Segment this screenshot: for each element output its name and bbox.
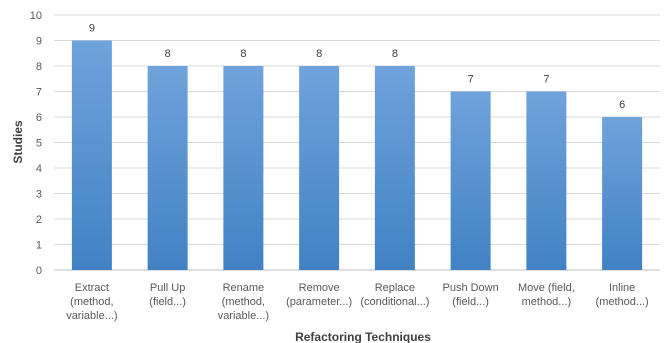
bar (147, 66, 188, 270)
bar (450, 91, 491, 270)
bar (299, 66, 340, 270)
y-axis-tick-labels: 0 1 2 3 4 5 6 7 8 9 10 (30, 10, 42, 277)
bars (71, 40, 643, 270)
y-tick-label: 3 (36, 189, 42, 201)
y-tick-label: 8 (36, 61, 42, 73)
y-tick-label: 0 (36, 265, 42, 277)
x-axis-category-labels: Extract (method, variable...) Pull Up (field… (66, 282, 649, 322)
y-tick-label: 10 (30, 10, 42, 22)
y-tick-label: 6 (36, 112, 42, 124)
bar-value-label: 8 (392, 48, 398, 60)
bar (374, 66, 415, 270)
x-category-label: Inline (method...) (596, 282, 649, 308)
y-tick-label: 9 (36, 36, 42, 48)
x-category-label: Remove (parameter...) (286, 282, 352, 308)
bar-value-label: 7 (468, 74, 474, 86)
bar (71, 40, 112, 270)
x-category-label: Rename (method, variable...) (218, 282, 269, 322)
y-tick-label: 4 (36, 163, 42, 175)
y-axis-title: Studies (11, 120, 25, 164)
y-tick-label: 5 (36, 138, 42, 150)
bar (223, 66, 264, 270)
y-tick-label: 7 (36, 87, 42, 99)
y-tick-label: 1 (36, 240, 42, 252)
bar (602, 117, 643, 270)
bar-value-label: 8 (316, 48, 322, 60)
data-labels: 9 8 8 8 8 7 7 6 (89, 23, 625, 112)
bar-value-label: 8 (165, 48, 171, 60)
x-axis-title: Refactoring Techniques (295, 330, 431, 343)
bar-value-label: 8 (240, 48, 246, 60)
x-category-label: Pull Up (field...) (149, 282, 186, 308)
x-category-label: Replace (conditional...) (360, 282, 429, 308)
gridlines (54, 14, 660, 271)
x-category-label: Move (field, method...) (518, 282, 575, 308)
bar-value-label: 9 (89, 23, 95, 35)
x-category-label: Extract (method, variable...) (66, 282, 117, 322)
bar-value-label: 6 (619, 99, 625, 111)
bar-value-label: 7 (543, 74, 549, 86)
x-category-label: Push Down (field...) (442, 282, 498, 308)
y-tick-label: 2 (36, 214, 42, 226)
bar (526, 91, 567, 270)
